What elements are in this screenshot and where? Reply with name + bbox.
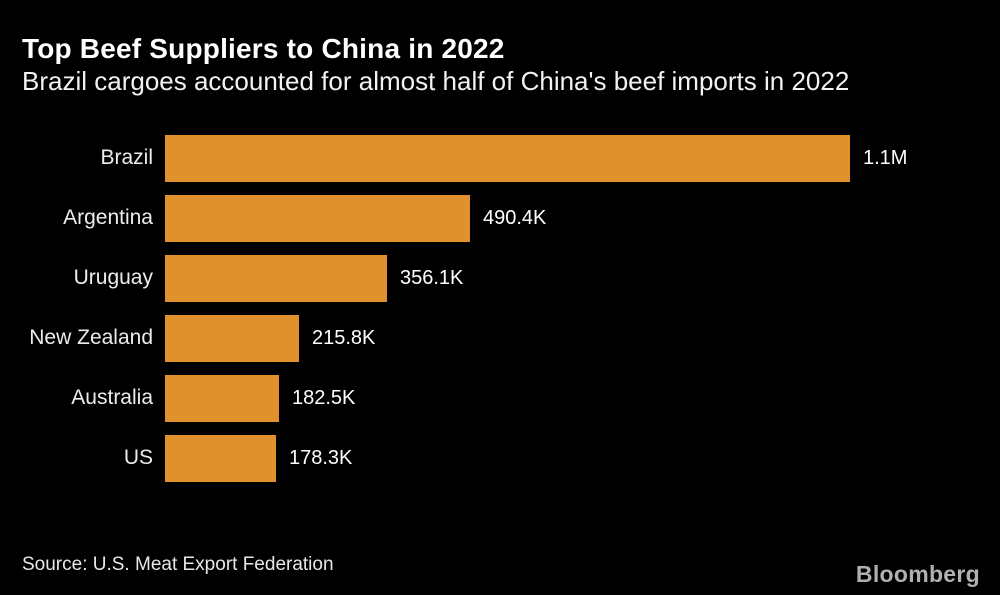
bar — [165, 314, 299, 362]
value-label: 182.5K — [292, 386, 356, 409]
category-label: Brazil — [100, 146, 153, 169]
category-label: US — [123, 446, 153, 469]
value-label: 1.1M — [863, 146, 908, 169]
chart-subtitle: Brazil cargoes accounted for almost half… — [22, 66, 850, 96]
category-label: Uruguay — [73, 266, 153, 289]
bar-row: Brazil 1.1M — [0, 128, 1000, 188]
value-label: 356.1K — [400, 266, 464, 289]
bar — [165, 194, 470, 242]
bar-row: US 178.3K — [0, 428, 1000, 488]
bar — [165, 374, 279, 422]
value-label: 490.4K — [483, 206, 547, 229]
category-label: Argentina — [63, 206, 153, 229]
bar — [165, 434, 276, 482]
category-label: Australia — [71, 386, 153, 409]
value-label: 215.8K — [312, 326, 376, 349]
source-note: Source: U.S. Meat Export Federation — [22, 554, 334, 575]
value-label: 178.3K — [289, 446, 353, 469]
bar-row: Uruguay 356.1K — [0, 248, 1000, 308]
category-label: New Zealand — [29, 326, 153, 349]
bar-row: Argentina 490.4K — [0, 188, 1000, 248]
bar — [165, 254, 387, 302]
bar-chart: Brazil 1.1M Argentina 490.4K Uruguay 356.1K Ne… — [0, 128, 1000, 488]
bar-row: New Zealand 215.8K — [0, 308, 1000, 368]
bar-row: Australia 182.5K — [0, 368, 1000, 428]
bloomberg-logo: Bloomberg — [855, 561, 980, 587]
chart-title: Top Beef Suppliers to China in 2022 — [22, 33, 505, 64]
bar — [165, 134, 850, 182]
